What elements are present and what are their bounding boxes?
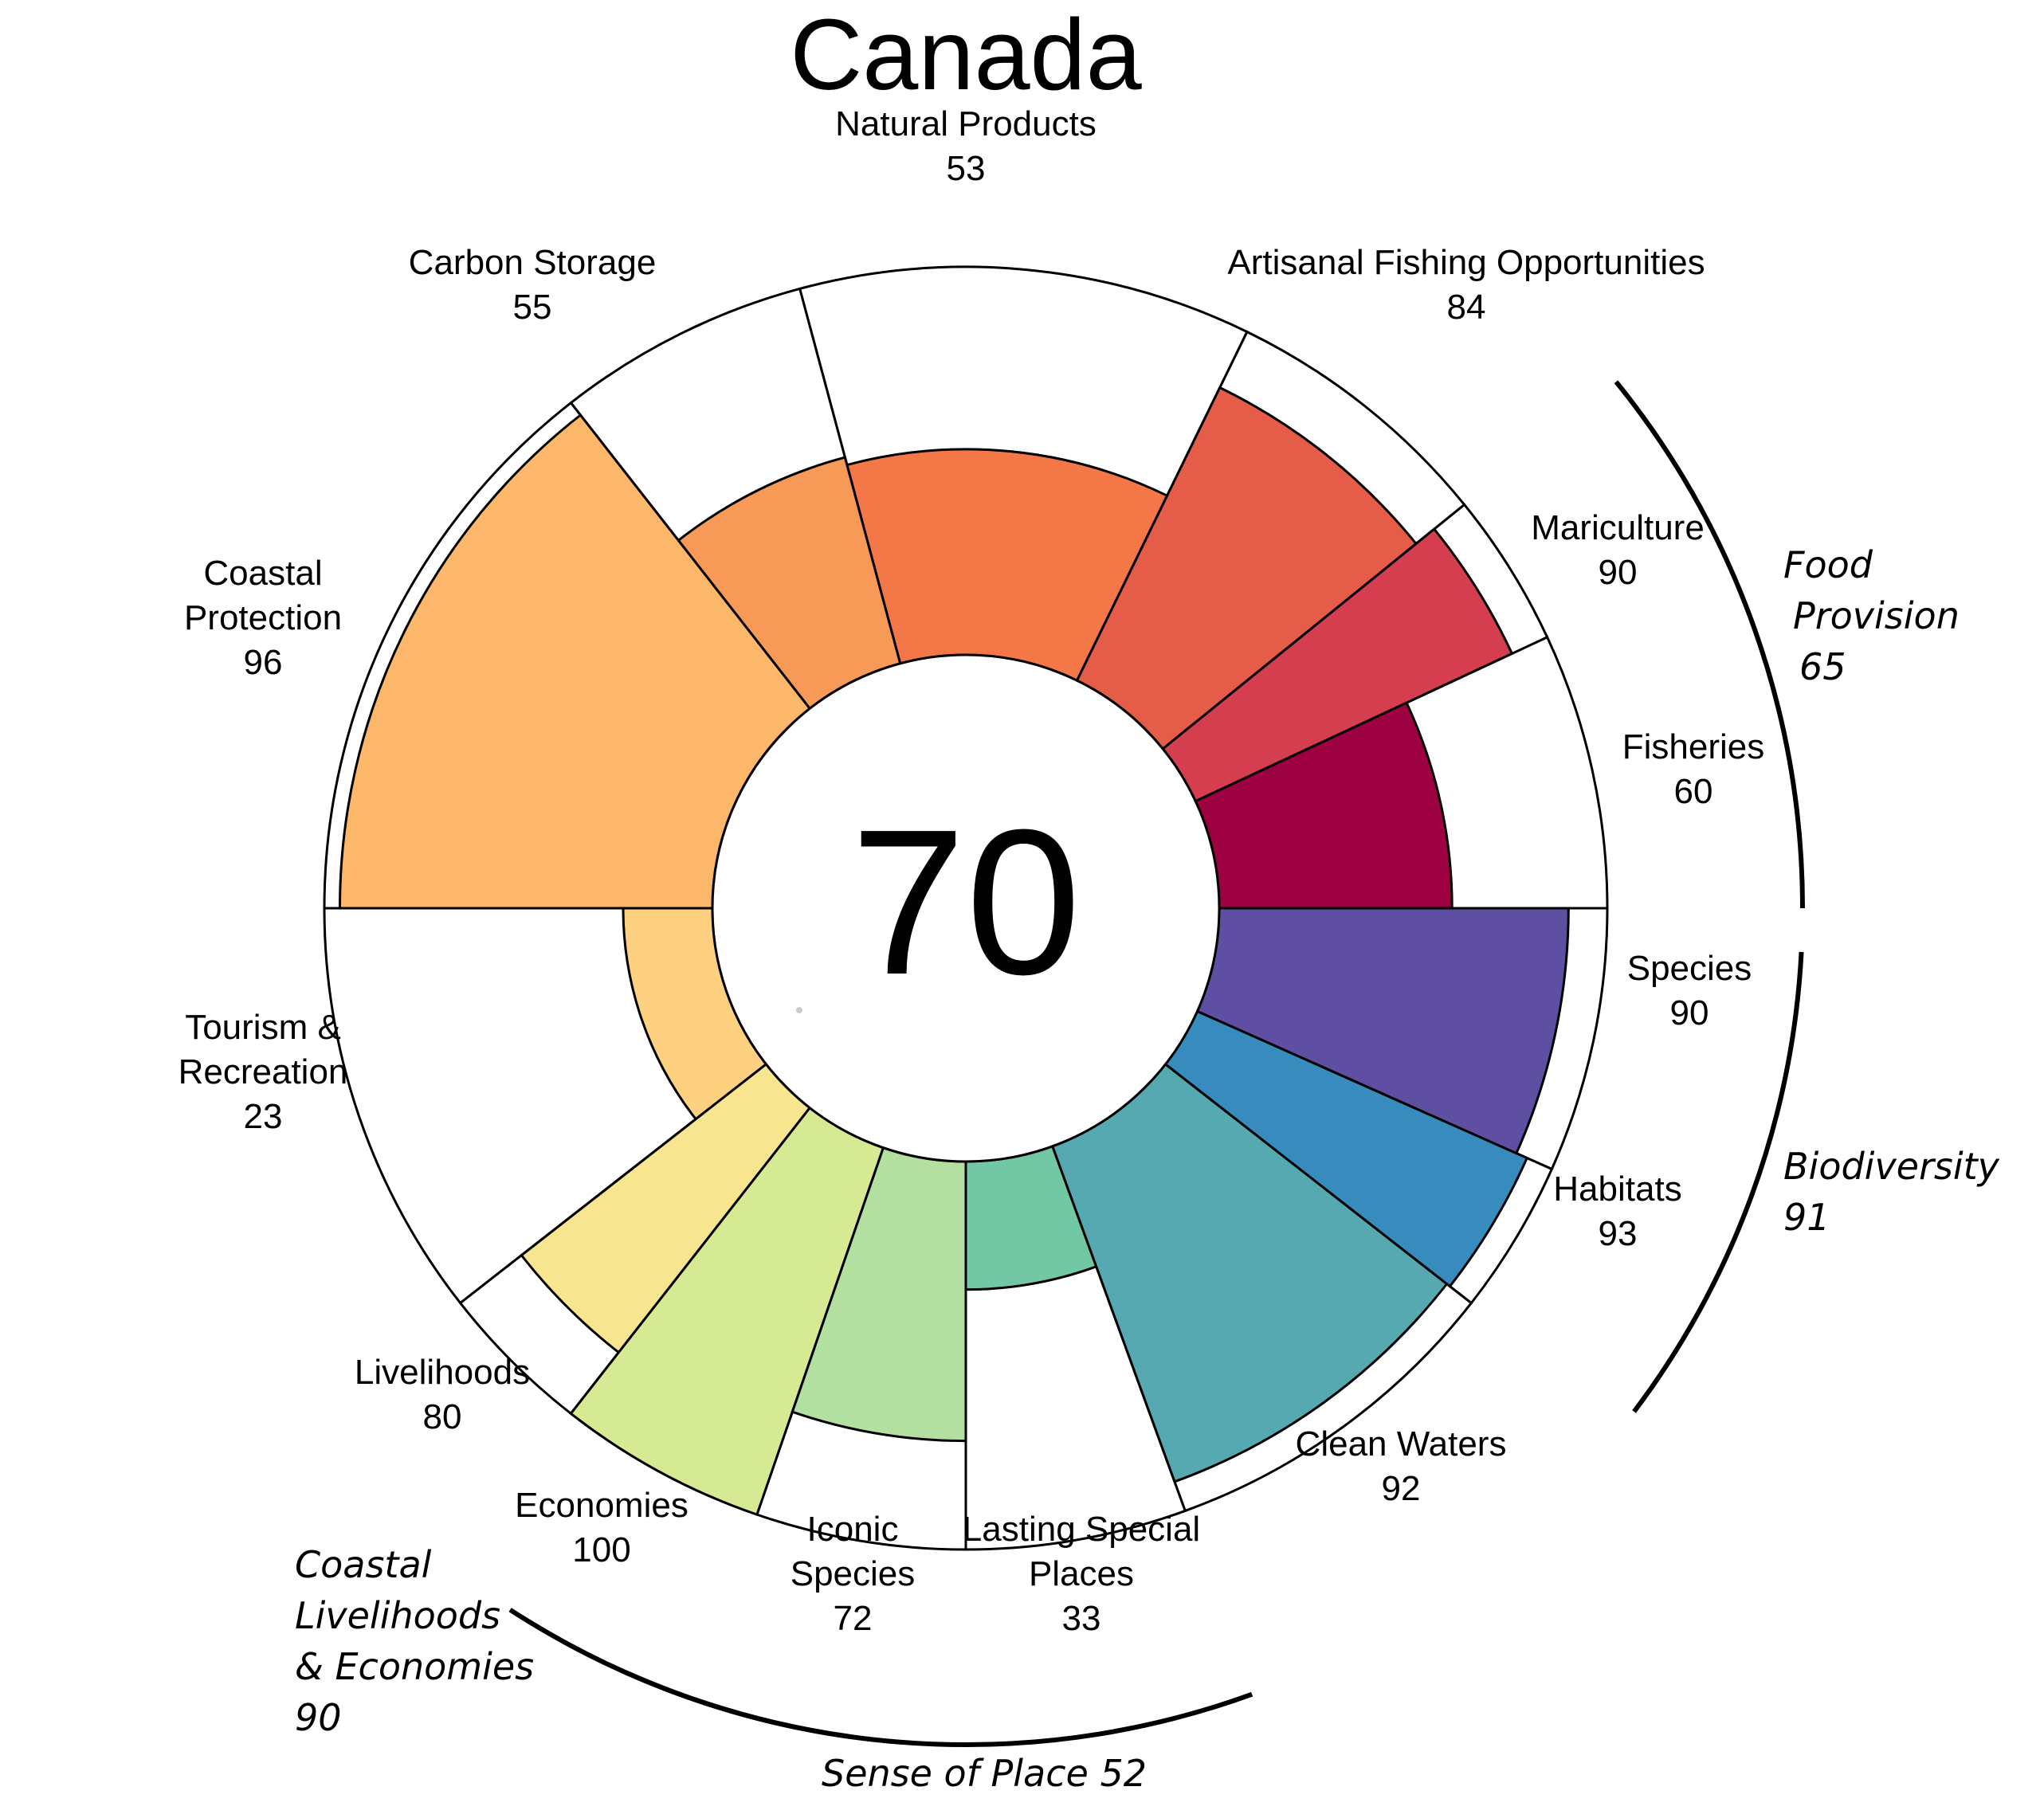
group-label: Coastal [295, 1543, 432, 1586]
group-label: Food [1783, 543, 1873, 586]
goal-name-label: Economies [515, 1486, 689, 1525]
group-label: Biodiversity [1783, 1145, 2000, 1188]
arc-sense-of-place [624, 1670, 1253, 1747]
group-label: Provision [1793, 594, 1960, 637]
goal-name-label: Coastal [203, 554, 322, 593]
goal-name-label: Recreation [179, 1052, 348, 1091]
goal-name-label: Iconic [807, 1510, 899, 1549]
goal-score-label: 84 [1447, 288, 1486, 327]
score-bars [338, 386, 1570, 1517]
group-label: 65 [1799, 645, 1846, 688]
goal-score-label: 90 [1670, 993, 1709, 1032]
center-dot [796, 1007, 802, 1013]
group-label: & Economies [295, 1645, 534, 1688]
goal-score-label: 90 [1599, 553, 1638, 592]
arc-biodiversity [1632, 951, 1804, 1413]
arc-food-provision [1614, 380, 1805, 909]
goal-labels: Fisheries 60 Mariculture 90 Artisanal Fishin… [179, 104, 1765, 1638]
goal-score-label: 53 [947, 149, 986, 188]
goal-name-label: Species [1627, 949, 1752, 988]
group-label: Livelihoods [295, 1594, 500, 1637]
goal-name-label: Fisheries [1622, 727, 1765, 766]
goal-name-label: Species [791, 1554, 916, 1593]
group-label: 91 [1783, 1196, 1830, 1239]
goal-score-label: 93 [1599, 1214, 1638, 1253]
goal-name-label: Livelihoods [355, 1353, 530, 1392]
goal-name-label: Natural Products [835, 104, 1097, 143]
group-label: Sense of Place 52 [822, 1752, 1147, 1795]
goal-name-label: Lasting Special [963, 1510, 1200, 1549]
goal-score-label: 72 [834, 1599, 873, 1638]
goal-score-label: 55 [513, 288, 552, 327]
goal-name-label: Habitats [1553, 1170, 1681, 1209]
goal-name-label: Protection [184, 598, 342, 637]
arc-coastal-livelihoods [508, 1608, 850, 1739]
center-disc [711, 653, 1221, 1163]
goal-score-label: 23 [244, 1097, 283, 1136]
goal-score-label: 100 [572, 1530, 630, 1569]
goal-name-label: Tourism & [185, 1008, 341, 1047]
goal-name-label: Carbon Storage [409, 243, 657, 282]
goal-name-label: Mariculture [1531, 508, 1705, 547]
goal-score-label: 92 [1382, 1469, 1421, 1508]
overall-score: 70 [850, 787, 1081, 1018]
group-annotations: Food Provision 65 Biodiversity 91 Coastal Live… [295, 380, 2000, 1795]
goal-name-label: Artisanal Fishing Opportunities [1227, 243, 1705, 282]
goal-name-label: Clean Waters [1296, 1424, 1507, 1463]
chart-title: Canada [790, 0, 1142, 111]
goal-score-label: 96 [244, 643, 283, 682]
goal-score-label: 80 [423, 1397, 462, 1436]
goal-score-label: 33 [1062, 1599, 1101, 1638]
goal-score-label: 60 [1674, 772, 1713, 811]
goal-name-label: Places [1029, 1554, 1134, 1593]
center-circle [711, 653, 1221, 1163]
group-label: 90 [295, 1696, 342, 1739]
